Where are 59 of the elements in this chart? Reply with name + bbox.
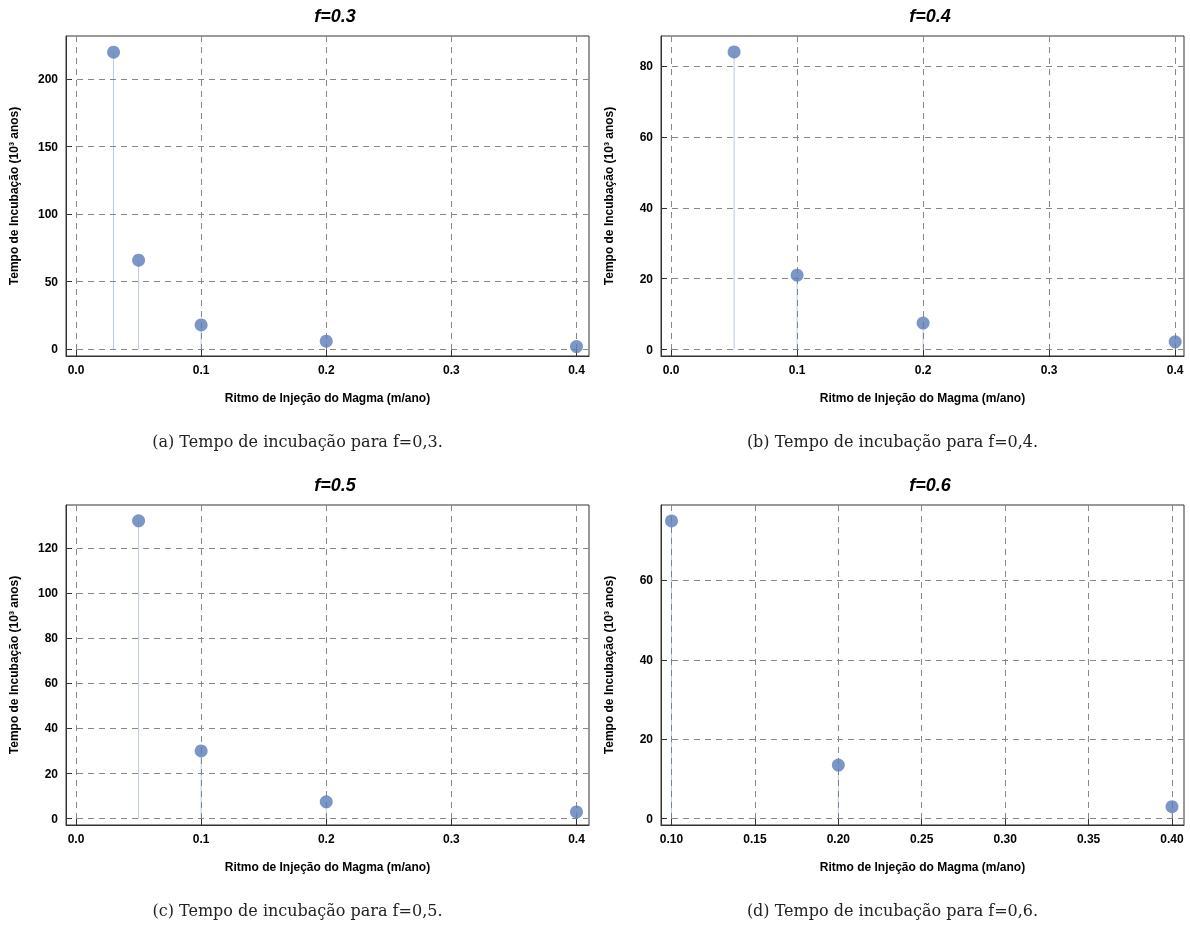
y-axis-title: Tempo de Incubação (10³ anos)	[7, 575, 21, 755]
x-axis-title: Ritmo de Injeção do Magma (m/ano)	[819, 391, 1026, 405]
y-tick-label: 60	[44, 676, 59, 691]
y-tick-label: 20	[44, 766, 59, 781]
x-axis-title: Ritmo de Injeção do Magma (m/ano)	[819, 860, 1026, 874]
y-axis-title: Tempo de Incubação (10³ anos)	[7, 106, 21, 286]
chart-title: f=0.6	[909, 475, 952, 495]
x-tick-label: 0.2	[914, 363, 932, 377]
y-tick-label: 0	[51, 342, 59, 357]
y-tick-label: 80	[639, 59, 654, 74]
y-tick-label: 50	[44, 274, 59, 289]
x-tick-label: 0.3	[443, 363, 461, 377]
y-tick-label: 40	[639, 652, 654, 667]
y-axis-title: Tempo de Incubação (10³ anos)	[602, 575, 616, 755]
text: (a) Tempo de incubação para f=0,3.	[151, 432, 444, 451]
chart-title: f=0.5	[314, 475, 357, 495]
x-tick-label: 0.15	[743, 832, 767, 846]
x-axis-title: Ritmo de Injeção do Magma (m/ano)	[224, 860, 431, 874]
y-tick-label: 20	[639, 732, 654, 747]
y-tick-label: 20	[639, 271, 654, 286]
text: (c) Tempo de incubação para f=0,5.	[151, 901, 444, 920]
x-tick-label: 0.0	[662, 363, 680, 377]
x-tick-label: 0.35	[1076, 832, 1101, 846]
y-tick-label: 0	[646, 811, 654, 826]
chart-title: f=0.4	[909, 6, 951, 26]
x-tick-label: 0.40	[1160, 832, 1184, 846]
x-tick-label: 0.2	[317, 363, 335, 377]
x-tick-label: 0.1	[788, 363, 806, 377]
y-tick-label: 60	[639, 130, 654, 144]
x-tick-label: 0.4	[568, 832, 586, 846]
y-tick-label: 0	[646, 342, 654, 357]
y-tick-label: 40	[639, 200, 654, 215]
chart-title: f=0.3	[314, 6, 356, 26]
x-tick-label: 0.1	[192, 832, 210, 846]
y-tick-label: 0	[51, 811, 59, 826]
x-tick-label: 0.0	[67, 832, 85, 846]
y-tick-label: 100	[37, 586, 59, 601]
x-tick-label: 0.0	[67, 363, 85, 377]
text: (d) Tempo de incubação para f=0,6.	[745, 901, 1040, 920]
x-tick-label: 0.25	[910, 832, 934, 846]
x-axis-title: Ritmo de Injeção do Magma (m/ano)	[224, 391, 431, 405]
y-tick-label: 200	[37, 72, 59, 87]
x-tick-label: 0.2	[317, 832, 335, 846]
x-tick-label: 0.10	[659, 832, 684, 846]
x-tick-label: 0.4	[568, 363, 586, 377]
x-tick-label: 0.4	[1166, 363, 1184, 377]
y-tick-label: 80	[44, 631, 59, 646]
y-axis-title: Tempo de Incubação (10³ anos)	[602, 106, 616, 286]
y-tick-label: 100	[37, 207, 59, 222]
x-tick-label: 0.20	[826, 832, 851, 846]
x-tick-label: 0.1	[192, 363, 210, 377]
x-tick-label: 0.3	[1040, 363, 1058, 377]
x-tick-label: 0.30	[993, 832, 1018, 846]
y-tick-label: 60	[639, 573, 654, 588]
y-tick-label: 150	[37, 139, 59, 154]
y-tick-label: 120	[37, 540, 59, 555]
text: (b) Tempo de incubação para f=0,4.	[745, 432, 1040, 451]
x-tick-label: 0.3	[443, 832, 461, 846]
y-tick-label: 40	[44, 721, 59, 736]
